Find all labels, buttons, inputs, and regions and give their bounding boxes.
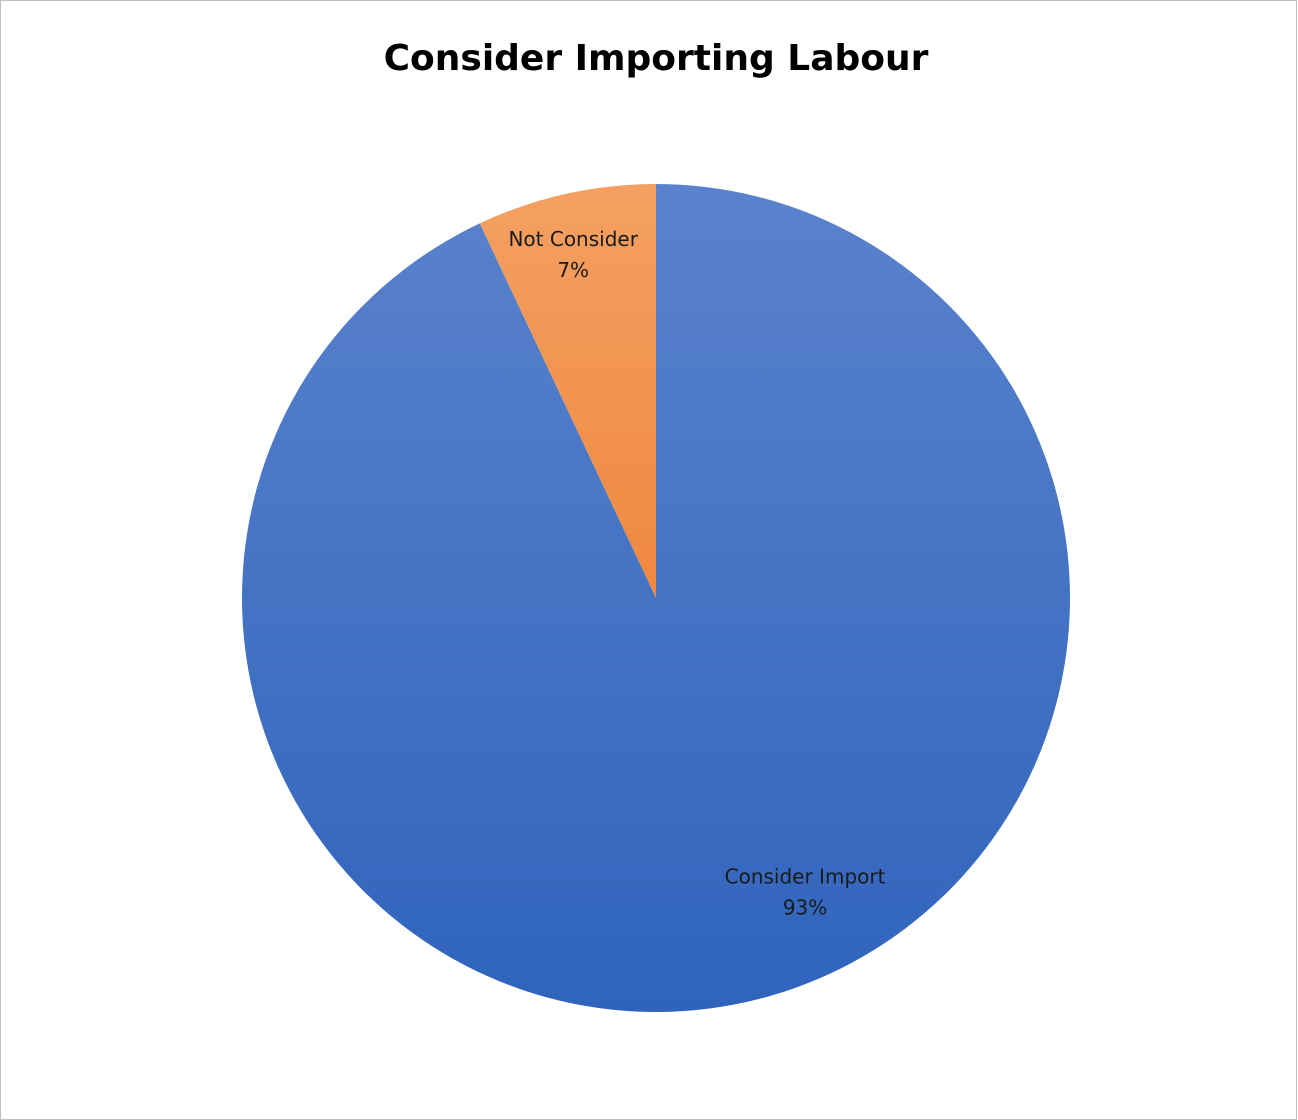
slice-percent-not-consider: 7% <box>557 258 589 282</box>
chart-title: Consider Importing Labour <box>383 38 929 79</box>
pie-slice-consider-import <box>241 184 1071 1012</box>
slice-percent-consider-import: 93% <box>783 896 827 920</box>
slice-label-not-consider: Not Consider <box>508 227 638 251</box>
pie-chart: Not Consider 7% Consider Import 93% <box>241 184 1071 1012</box>
pie-slice-not-consider <box>479 184 656 598</box>
slice-label-consider-import: Consider Import <box>725 865 886 889</box>
